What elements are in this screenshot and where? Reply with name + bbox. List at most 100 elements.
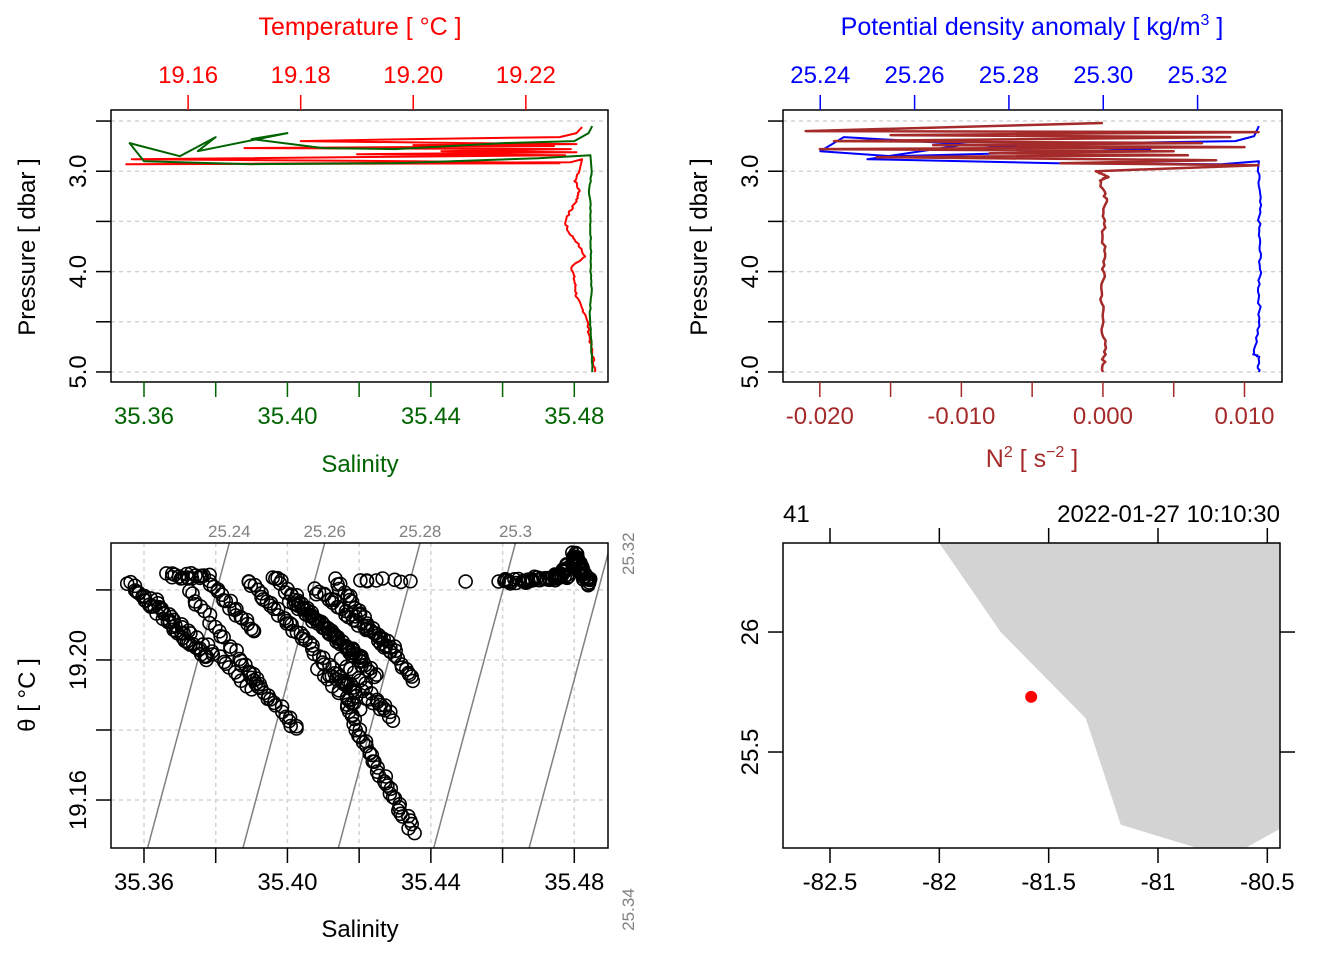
ts-point <box>289 721 304 736</box>
ts-point <box>370 760 385 775</box>
ts-point <box>331 685 347 701</box>
ts-point <box>143 591 158 606</box>
axes: 35.36 35.40 35.44 35.48 19.16 19.20 <box>65 589 604 896</box>
x-tick-label: -82.5 <box>803 869 858 896</box>
top-tick-label: 25.26 <box>885 62 945 89</box>
x-tick-label: 35.36 <box>114 403 174 430</box>
ts-point <box>127 578 143 594</box>
y-tick-label: 5.0 <box>737 355 764 388</box>
y-tick-label: 19.16 <box>65 770 92 830</box>
ts-point <box>216 629 231 645</box>
ts-point <box>185 586 200 601</box>
grid <box>783 120 1282 373</box>
ts-point <box>403 573 418 589</box>
y-tick-label: 25.5 <box>737 729 764 776</box>
land-polygon <box>939 543 1280 848</box>
top-axis-title: Temperature [ °C ] <box>258 13 461 41</box>
series-layer <box>125 125 597 373</box>
cast-time-label: 2022-01-27 10:10:30 <box>1057 501 1280 528</box>
ts-point <box>518 574 533 589</box>
ts-point <box>352 701 368 717</box>
ts-point <box>393 574 409 590</box>
ts-point <box>359 573 375 589</box>
top-tick-label: 25.30 <box>1073 62 1133 89</box>
land-layer <box>939 543 1280 848</box>
ts-point <box>387 572 403 588</box>
ts-point <box>164 609 179 625</box>
plot-frame <box>782 542 1281 849</box>
ts-point <box>407 825 422 841</box>
ts-point <box>328 571 343 586</box>
x-tick-label: 35.44 <box>401 869 461 896</box>
panel-station-map: -82.5 -82 -81.5 -81 -80.5 26 25.5 41 2022-01-2… <box>737 501 1295 896</box>
ts-point <box>308 586 324 602</box>
isopycnal-label: 25.32 <box>619 532 638 575</box>
isopycnal-labels: 25.24 25.26 25.28 25.3 25.32 25.34 <box>208 522 638 931</box>
plot-frame <box>110 109 609 383</box>
superscript-2: 2 <box>1004 444 1013 461</box>
ts-point <box>357 609 373 625</box>
grid <box>111 120 608 373</box>
panel-temperature-salinity-profile: 35.36 35.40 35.44 35.48 19.16 19.18 19.20 19.22… <box>14 13 609 478</box>
ts-point <box>383 781 399 797</box>
ts-point <box>395 809 410 824</box>
superscript-3: 3 <box>1201 12 1210 29</box>
ts-point <box>365 621 381 636</box>
isopycnal-line <box>242 543 326 848</box>
ts-point <box>385 713 401 729</box>
ts-point <box>381 709 397 725</box>
station-marker <box>1025 690 1038 703</box>
axes: -0.020 -0.010 0.000 0.010 25.24 25.26 25.28 25.… <box>737 62 1275 430</box>
y-tick-label: 19.20 <box>65 630 92 690</box>
ts-point <box>405 673 421 689</box>
ts-point <box>332 576 348 592</box>
top-tick-label: 19.20 <box>383 62 443 89</box>
ts-point <box>343 661 358 677</box>
isopycnal-label: 25.34 <box>619 888 638 931</box>
series-line-n2 <box>804 121 1260 373</box>
scatter-points <box>119 545 598 841</box>
ts-point <box>364 747 380 763</box>
left-axis-title: Pressure [ dbar ] <box>686 158 713 335</box>
ts-point <box>569 546 585 562</box>
ts-point <box>358 680 374 696</box>
ts-point <box>193 599 208 614</box>
bottom-axis-title: N2 [ s−2 ] <box>986 444 1078 473</box>
top-tick-label: 25.32 <box>1168 62 1228 89</box>
x-tick-label: 0.000 <box>1073 403 1133 430</box>
ts-point <box>393 806 408 822</box>
axes: 35.36 35.40 35.44 35.48 19.16 19.18 19.20 19.22… <box>65 62 604 430</box>
ts-point <box>382 786 398 801</box>
ts-point <box>369 667 384 682</box>
ts-point <box>245 622 261 638</box>
x-tick-label: -0.020 <box>786 403 854 430</box>
ts-point <box>355 653 371 669</box>
cast-id-label: 41 <box>783 501 810 528</box>
ts-point <box>195 637 211 652</box>
ts-point <box>274 699 290 714</box>
isopycnal-label: 25.3 <box>499 522 532 541</box>
panel-ts-diagram: 25.24 25.26 25.28 25.3 25.32 25.34 35.36 35.40… <box>14 522 638 943</box>
ts-point <box>368 573 384 588</box>
x-tick-label: -82 <box>922 869 957 896</box>
series-layer <box>804 121 1263 373</box>
ts-point <box>533 571 549 586</box>
y-tick-label: 5.0 <box>65 355 92 388</box>
series-line-salinity <box>128 125 594 373</box>
x-tick-label: 35.48 <box>544 869 604 896</box>
ts-point <box>218 656 234 672</box>
ts-point <box>380 778 395 793</box>
n2-label: N <box>986 445 1004 473</box>
series-line-potential-density-anomaly <box>819 125 1263 373</box>
top-tick-label: 19.22 <box>496 62 556 89</box>
ts-point <box>223 642 238 657</box>
ts-point <box>353 573 368 588</box>
top-axis-title-close: ] <box>1209 13 1223 41</box>
top-axis-title-main: Potential density anomaly [ kg/m <box>841 13 1201 41</box>
series-line-temperature <box>125 126 597 373</box>
n2-unit-close: ] <box>1064 445 1078 473</box>
x-tick-label: -80.5 <box>1240 869 1295 896</box>
x-tick-label: 0.010 <box>1214 403 1274 430</box>
ts-point <box>373 629 389 645</box>
x-axis-title: Salinity <box>321 916 398 943</box>
